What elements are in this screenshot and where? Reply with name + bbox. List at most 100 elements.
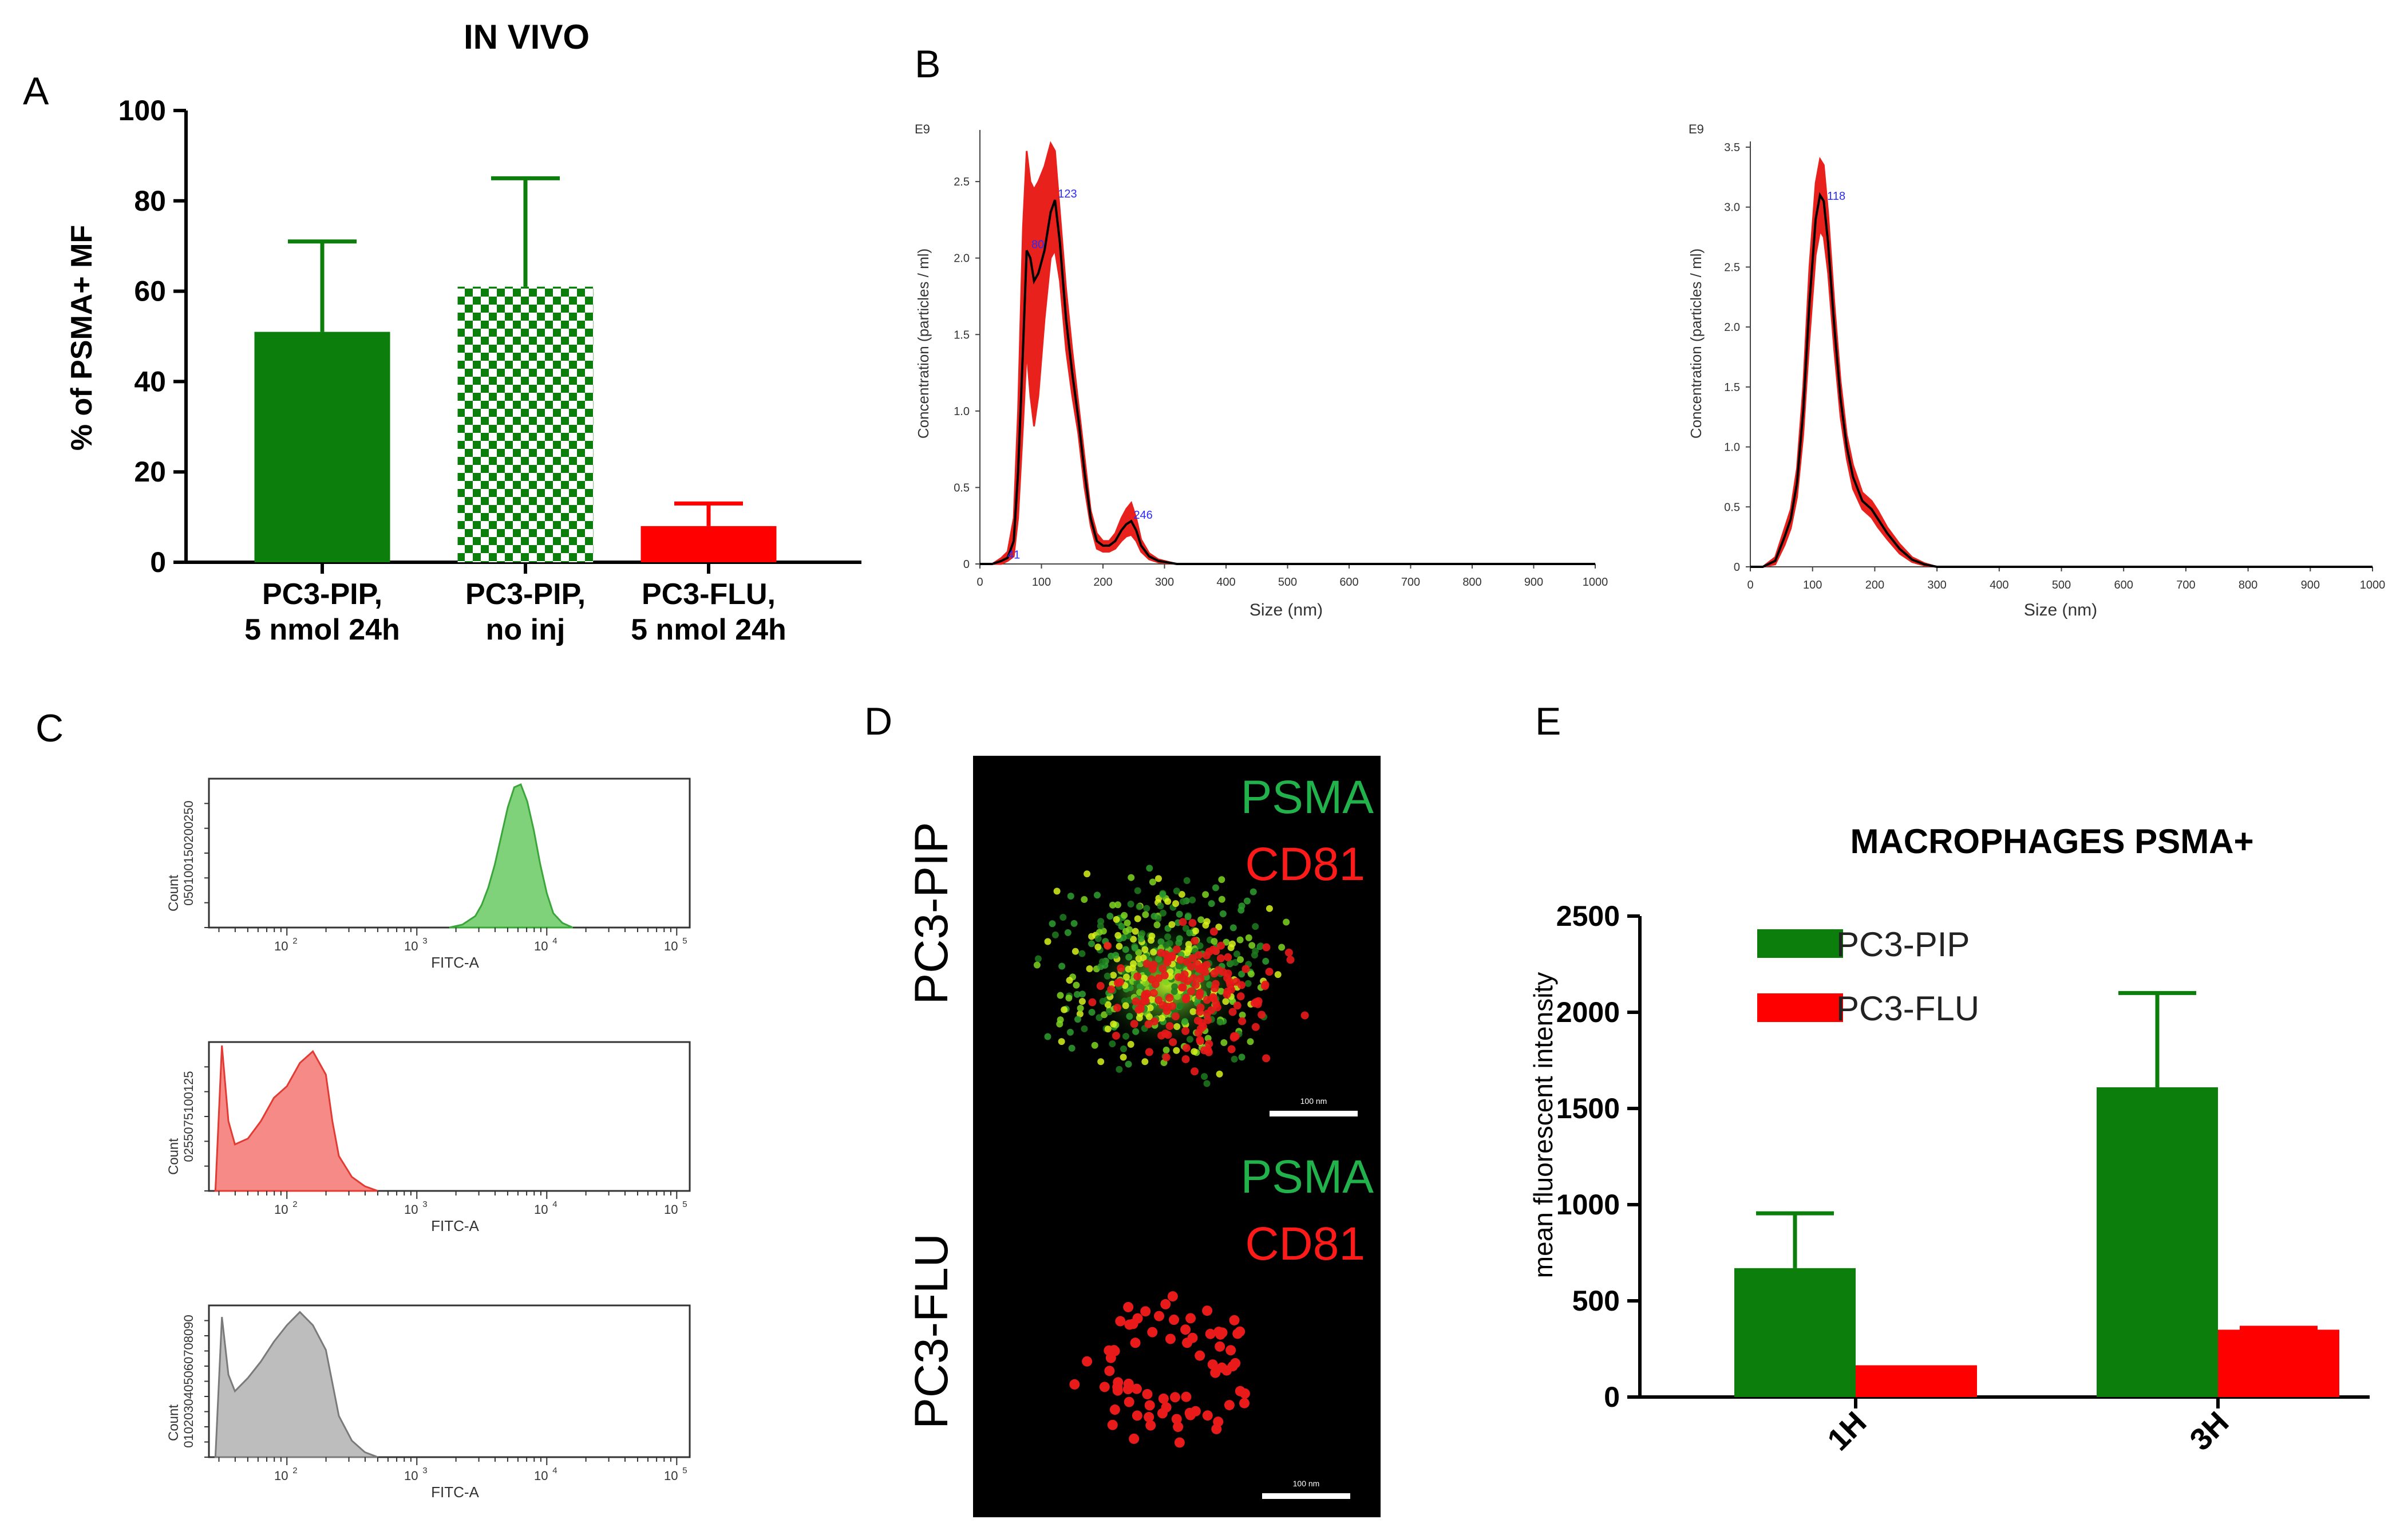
panel-e-ylabel: mean fluorescent intensity: [1528, 972, 1558, 1278]
cd81-particle: [1132, 1410, 1142, 1421]
psma-particle: [1192, 928, 1199, 935]
psma-particle: [1137, 935, 1145, 942]
psma-particle: [1096, 1014, 1103, 1021]
psma-particle: [1222, 998, 1229, 1005]
psma-particle: [1184, 913, 1192, 921]
cd81-particle: [1132, 997, 1140, 1006]
psma-particle: [1247, 1038, 1254, 1045]
cd81-particle: [1223, 973, 1232, 982]
panel-e-ytick-label: 2500: [1556, 900, 1620, 932]
bottom-scalebar: [1262, 1493, 1350, 1499]
cd81-particle: [1088, 998, 1097, 1007]
psma-particle: [1104, 1001, 1112, 1008]
psma-particle: [1150, 948, 1157, 956]
psma-particle: [1247, 970, 1255, 978]
psma-particle: [1176, 1003, 1184, 1010]
psma-particle: [1127, 1040, 1134, 1048]
cd81-particle: [1215, 1341, 1225, 1352]
cd81-particle: [1213, 1416, 1224, 1427]
psma-particle: [1181, 1018, 1189, 1025]
cd81-particle: [1226, 980, 1235, 989]
cd81-particle: [1144, 1400, 1155, 1411]
panel-c-histogram-frame: [208, 778, 691, 929]
cd81-particle: [1181, 1027, 1190, 1035]
cd81-particle: [1158, 964, 1167, 973]
panel-b-left-nta-plot: Concentration (particles / ml) Size (nm)…: [915, 122, 1608, 620]
panel-a-category-label: 5 nmol 24h: [244, 613, 400, 646]
panel-b-left-peak-label: 41: [1007, 549, 1020, 562]
cd81-particle: [1160, 1299, 1171, 1309]
panel-c-xtick-label: 10: [274, 1469, 288, 1483]
cd81-particle: [1201, 968, 1209, 976]
cd81-particle: [1169, 1392, 1180, 1403]
psma-particle: [1243, 897, 1251, 905]
cd81-particle: [1162, 950, 1171, 958]
cd81-particle: [1158, 1393, 1169, 1404]
psma-particle: [1220, 1039, 1228, 1046]
cd81-particle: [1221, 1365, 1232, 1376]
psma-particle: [1173, 1023, 1181, 1031]
psma-particle: [1065, 995, 1073, 1002]
panel-b-right-xtick-label: 700: [2176, 579, 2195, 591]
panel-c-histogram-area: [449, 783, 574, 929]
psma-particle: [1143, 905, 1150, 912]
psma-particle: [1223, 938, 1230, 946]
psma-particle: [1053, 887, 1061, 895]
cd81-particle: [1212, 1000, 1220, 1008]
psma-particle: [1187, 1036, 1194, 1043]
cd81-particle: [1193, 960, 1201, 968]
cd81-particle: [1214, 966, 1223, 974]
psma-particle: [1231, 1055, 1238, 1063]
psma-particle: [1202, 891, 1209, 898]
panel-a-category-label: no inj: [486, 613, 566, 646]
cd81-particle: [1224, 953, 1232, 961]
psma-particle: [1141, 1058, 1149, 1066]
psma-particle: [1077, 1004, 1084, 1012]
panel-e-bar-chart: MACROPHAGES PSMA+ mean fluorescent inten…: [1528, 822, 2370, 1457]
cd81-particle: [1286, 956, 1295, 964]
panel-c-xtick-exponent: 2: [292, 1199, 297, 1209]
cd81-particle: [1262, 1054, 1271, 1063]
top-scalebar-label: 100 nm: [1300, 1096, 1327, 1106]
psma-particle: [1171, 988, 1178, 995]
cd81-particle: [1212, 947, 1220, 956]
psma-particle: [1109, 1040, 1116, 1048]
cd81-particle: [1164, 1031, 1172, 1039]
panel-b-right-ytick-label: 1.0: [1724, 441, 1740, 454]
cd81-particle: [1202, 1410, 1213, 1421]
panel-b-left-ylabel: Concentration (particles / ml): [915, 248, 932, 439]
psma-particle: [1159, 891, 1167, 898]
panel-a-category-label: PC3-PIP,: [465, 578, 586, 611]
panel-c-xtick-label: 10: [664, 939, 678, 953]
psma-particle: [1122, 1002, 1129, 1009]
psma-particle: [1134, 915, 1141, 922]
psma-particle: [1114, 932, 1122, 939]
psma-particle: [1068, 1044, 1076, 1052]
cd81-particle: [1227, 1045, 1236, 1053]
psma-particle: [1097, 922, 1104, 930]
psma-particle: [1116, 1066, 1123, 1073]
psma-particle: [1061, 1006, 1068, 1013]
cd81-particle: [1209, 928, 1218, 936]
panel-b-right-xtick-label: 600: [2114, 579, 2133, 591]
cd81-particle: [1182, 995, 1191, 1004]
psma-particle: [1076, 1011, 1084, 1018]
cd81-particle: [1123, 1301, 1134, 1312]
panel-c-xtick-label: 10: [274, 1202, 288, 1217]
psma-particle: [1044, 938, 1051, 945]
psma-particle: [1096, 929, 1103, 936]
panel-b-left-xtick-label: 400: [1216, 576, 1235, 589]
panel-c-ylabel: Count: [166, 875, 181, 912]
psma-particle: [1127, 900, 1134, 907]
psma-particle: [1097, 1058, 1105, 1066]
psma-particle: [1130, 936, 1137, 943]
cd81-particle: [1236, 992, 1245, 1001]
row-label-pc3-flu: PC3-FLU: [906, 1233, 958, 1429]
cd81-particle: [1144, 1020, 1153, 1028]
cd81-particle: [1082, 1356, 1093, 1367]
psma-particle: [1185, 945, 1192, 953]
panel-c-xtick-exponent: 3: [422, 1199, 427, 1209]
cd81-particle: [1144, 1412, 1154, 1423]
psma-particle: [1248, 942, 1256, 949]
psma-particle: [1189, 1008, 1197, 1015]
